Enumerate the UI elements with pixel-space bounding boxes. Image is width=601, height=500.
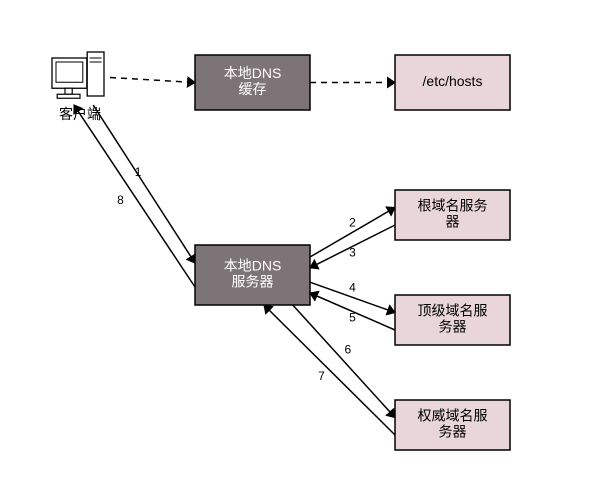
edge-label: 4 — [349, 280, 356, 294]
node-label: 根域名服务 — [418, 198, 488, 214]
edge — [93, 105, 195, 263]
node-label: 权威域名服 — [418, 408, 488, 424]
edge-label: 8 — [117, 193, 124, 207]
edge — [74, 105, 195, 287]
node-auth: 权威域名服务器 — [395, 400, 510, 450]
edge-label: 1 — [135, 165, 142, 179]
node-label: 顶级域名服 — [418, 303, 488, 319]
node-client: 客户端 — [52, 52, 104, 122]
node-caption: 客户端 — [59, 106, 101, 122]
node-label: /etc/hosts — [423, 73, 483, 89]
node-cache: 本地DNS缓存 — [195, 55, 310, 110]
node-label: 本地DNS — [224, 258, 282, 274]
node-label: 务器 — [439, 319, 467, 335]
edge-label: 2 — [349, 215, 356, 229]
edge-label: 5 — [349, 311, 356, 325]
node-local: 本地DNS服务器 — [195, 245, 310, 305]
edge-label: 6 — [345, 342, 352, 356]
edge — [110, 78, 195, 83]
node-label: 缓存 — [239, 81, 267, 97]
node-label: 器 — [446, 214, 460, 230]
edge-label: 3 — [349, 245, 356, 259]
node-root: 根域名服务器 — [395, 190, 510, 240]
node-tld: 顶级域名服务器 — [395, 295, 510, 345]
node-label: 务器 — [439, 424, 467, 440]
edge — [264, 305, 395, 435]
node-label: 本地DNS — [224, 65, 282, 81]
edge-label: 7 — [318, 369, 325, 383]
node-label: 服务器 — [232, 274, 274, 290]
edge — [293, 305, 395, 418]
node-hosts: /etc/hosts — [395, 55, 510, 110]
